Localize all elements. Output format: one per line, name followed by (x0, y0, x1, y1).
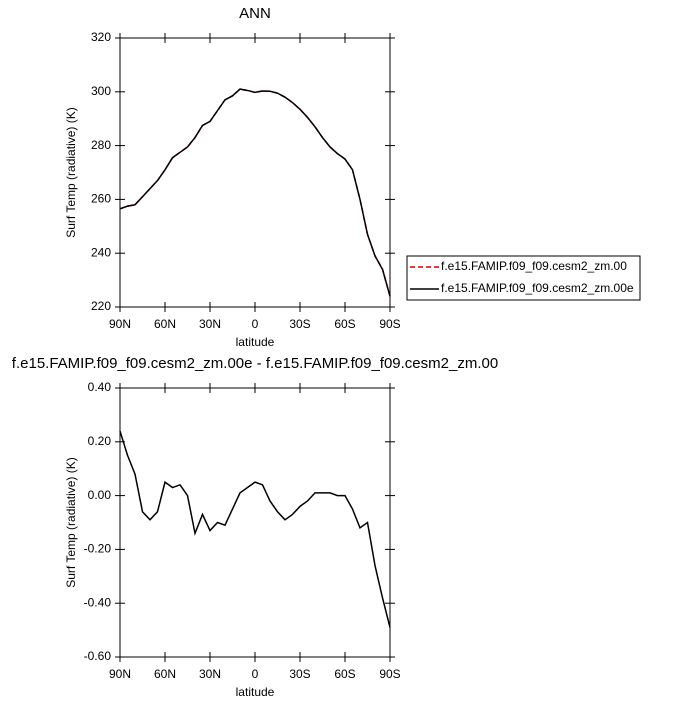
y-tick-label: -0.60 (84, 649, 112, 663)
y-tick-label: -0.40 (84, 595, 112, 609)
y-tick-label: 320 (91, 30, 111, 44)
x-tick-label: 60S (334, 667, 355, 681)
y-tick-label: -0.20 (84, 542, 112, 556)
chart-title: f.e15.FAMIP.f09_f09.cesm2_zm.00e - f.e15… (12, 355, 498, 372)
x-tick-label: 60S (334, 317, 355, 331)
x-tick-label: 90N (109, 317, 131, 331)
x-tick-label: 90S (379, 317, 400, 331)
x-tick-label: 30S (289, 317, 310, 331)
chart-title: ANN (239, 5, 271, 22)
x-tick-label: 30N (199, 667, 221, 681)
y-tick-label: 300 (91, 84, 111, 98)
legend-label: f.e15.FAMIP.f09_f09.cesm2_zm.00 (441, 259, 627, 273)
plot-frame (119, 37, 391, 308)
y-tick-label: 0.20 (88, 434, 112, 448)
x-tick-label: 30S (289, 667, 310, 681)
plot-frame (119, 387, 391, 658)
x-tick-label: 90S (379, 667, 400, 681)
x-tick-label: 0 (252, 667, 259, 681)
y-tick-label: 0.40 (88, 380, 112, 394)
x-tick-label: 90N (109, 667, 131, 681)
data-line (119, 88, 391, 297)
y-tick-label: 0.00 (88, 488, 112, 502)
y-tick-label: 220 (91, 299, 111, 313)
x-tick-label: 30N (199, 317, 221, 331)
y-axis-label: Surf Temp (radiative) (K) (64, 107, 78, 237)
y-axis-label: Surf Temp (radiative) (K) (64, 457, 78, 587)
x-axis-label: latitude (236, 685, 275, 699)
x-tick-label: 0 (252, 317, 259, 331)
y-tick-label: 280 (91, 138, 111, 152)
legend-box (406, 255, 641, 301)
x-tick-label: 60N (154, 317, 176, 331)
y-tick-label: 260 (91, 192, 111, 206)
data-line (119, 430, 391, 628)
data-line (119, 88, 391, 297)
y-tick-label: 240 (91, 245, 111, 259)
x-axis-label: latitude (236, 335, 275, 349)
x-tick-label: 60N (154, 667, 176, 681)
legend-label: f.e15.FAMIP.f09_f09.cesm2_zm.00e (441, 281, 634, 295)
